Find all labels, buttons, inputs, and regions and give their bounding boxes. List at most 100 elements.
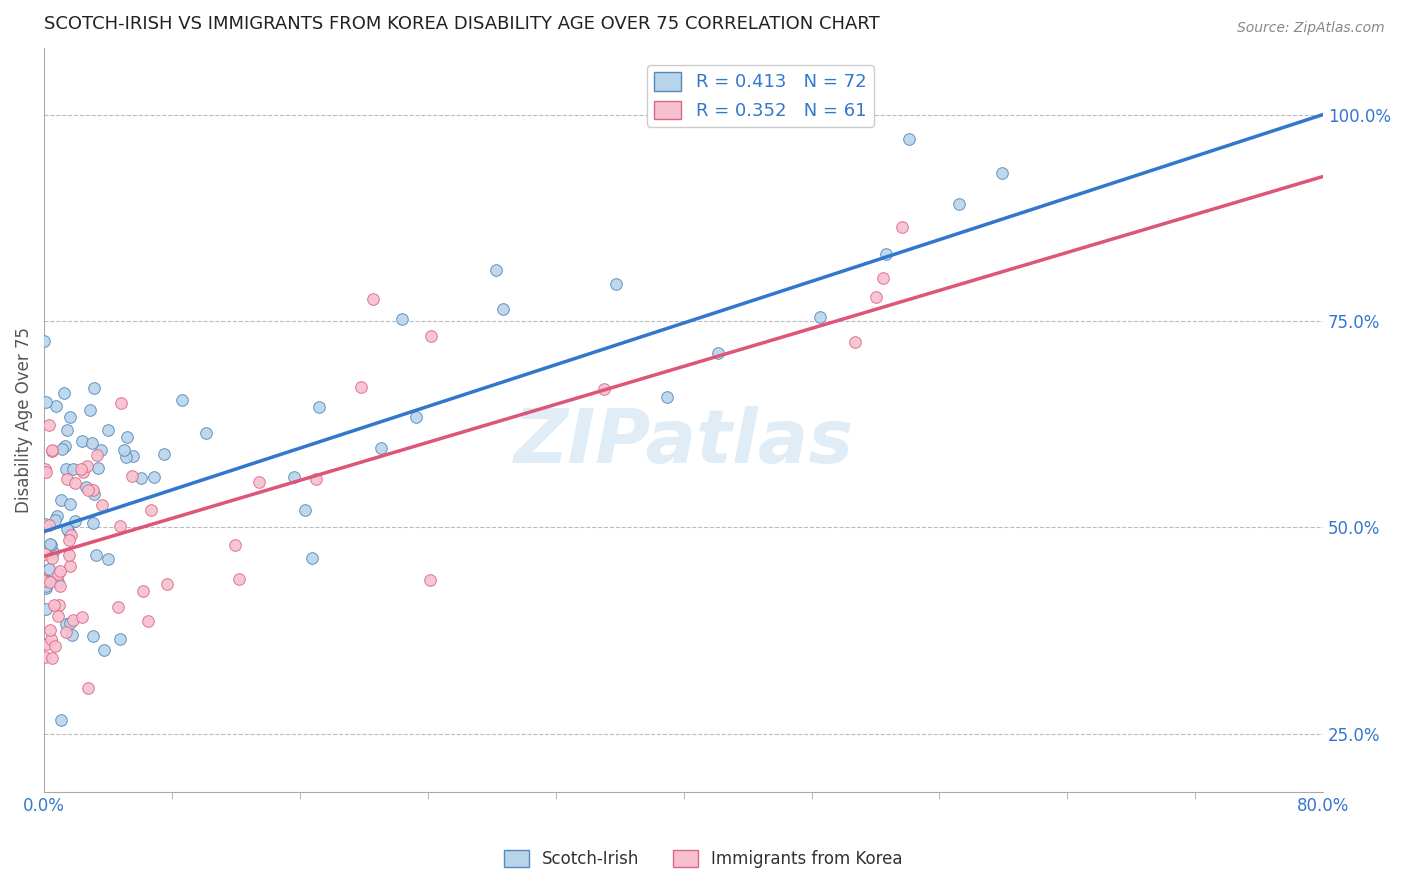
Point [79,403,101,417]
Point [35,581,58,595]
Point [875,247,897,261]
Point [65,476,87,491]
Point [138,614,160,628]
Point [35,579,58,593]
Point [114,442,136,457]
Point [122,450,145,464]
Point [59,559,82,574]
Point [70,462,93,476]
Point [172,392,194,407]
Point [657,390,679,404]
Point [391,312,413,326]
Point [49,579,72,593]
Point [872,271,894,285]
Point [305,472,328,486]
Point [34,334,56,348]
Point [82,483,104,497]
Point [32,574,55,588]
Point [75,479,97,493]
Point [34,461,56,475]
Point [35,465,58,479]
Point [35,602,58,616]
Point [844,335,866,350]
Point [80,436,103,450]
Point [39,537,62,551]
Point [139,503,162,517]
Point [484,262,506,277]
Point [55,617,77,632]
Point [308,401,330,415]
Point [55,624,77,639]
Point [247,475,270,489]
Point [93,642,115,657]
Point [865,290,887,304]
Point [350,380,373,394]
Point [948,197,970,211]
Point [63,514,86,528]
Point [46,608,69,623]
Point [39,623,62,637]
Point [56,423,79,437]
Point [115,450,138,465]
Point [121,469,143,483]
Point [405,410,427,425]
Point [39,574,62,589]
Point [39,538,62,552]
Point [70,434,93,448]
Point [990,166,1012,180]
Text: Source: ZipAtlas.com: Source: ZipAtlas.com [1237,21,1385,35]
Point [72,465,94,479]
Point [593,382,616,396]
Point [83,381,105,395]
Point [62,613,84,627]
Point [49,713,72,727]
Point [41,550,63,565]
Point [76,458,98,473]
Legend: R = 0.413   N = 72, R = 0.352   N = 61: R = 0.413 N = 72, R = 0.352 N = 61 [647,65,873,127]
Point [46,575,69,590]
Point [131,584,153,599]
Point [58,548,80,562]
Point [55,462,77,476]
Point [143,470,166,484]
Point [60,627,83,641]
Point [62,462,84,476]
Point [294,503,316,517]
Point [110,396,132,410]
Point [58,533,80,548]
Point [224,538,246,552]
Point [91,498,114,512]
Point [59,615,82,630]
Legend: Scotch-Irish, Immigrants from Korea: Scotch-Irish, Immigrants from Korea [496,843,910,875]
Point [77,681,100,696]
Point [84,548,107,562]
Point [97,552,120,566]
Point [301,550,323,565]
Point [48,566,70,581]
Point [707,345,730,359]
Point [34,547,56,561]
Y-axis label: Disability Age Over 75: Disability Age Over 75 [15,327,32,513]
Point [82,629,104,643]
Point [420,329,443,343]
Point [34,517,56,532]
Point [53,439,76,453]
Point [107,600,129,615]
Point [898,132,921,146]
Point [58,524,80,539]
Point [49,564,72,578]
Point [419,573,441,587]
Point [34,394,56,409]
Point [87,461,110,475]
Point [59,496,82,510]
Point [41,651,63,665]
Point [44,640,66,654]
Point [38,418,60,433]
Point [56,472,79,486]
Point [44,513,66,527]
Point [39,632,62,646]
Point [51,442,73,457]
Point [34,574,56,588]
Point [152,447,174,461]
Point [34,650,56,665]
